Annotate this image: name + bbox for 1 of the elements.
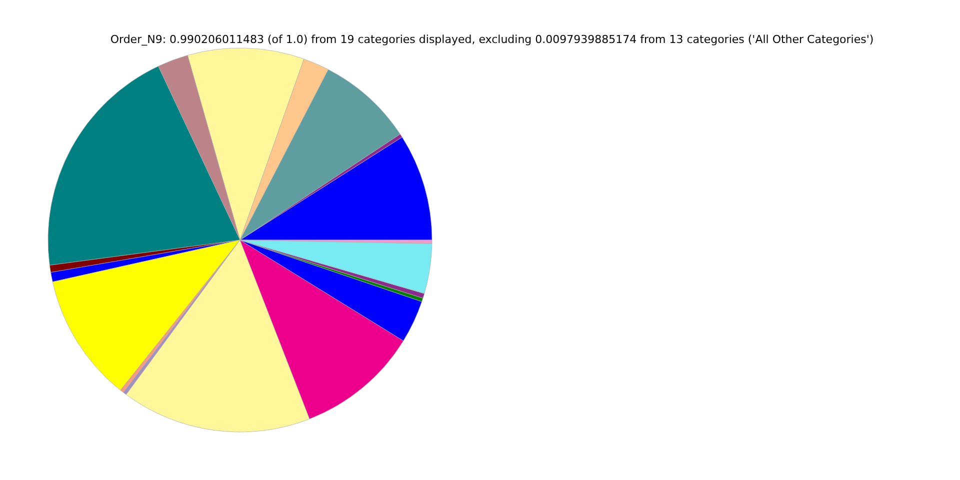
text: Order_N9: 0.990206011483 (of 1.0) from 19 categories displayed, excluding 0.0097939885174 from 13 categories ('All Other Categories') bbox=[110, 32, 874, 46]
